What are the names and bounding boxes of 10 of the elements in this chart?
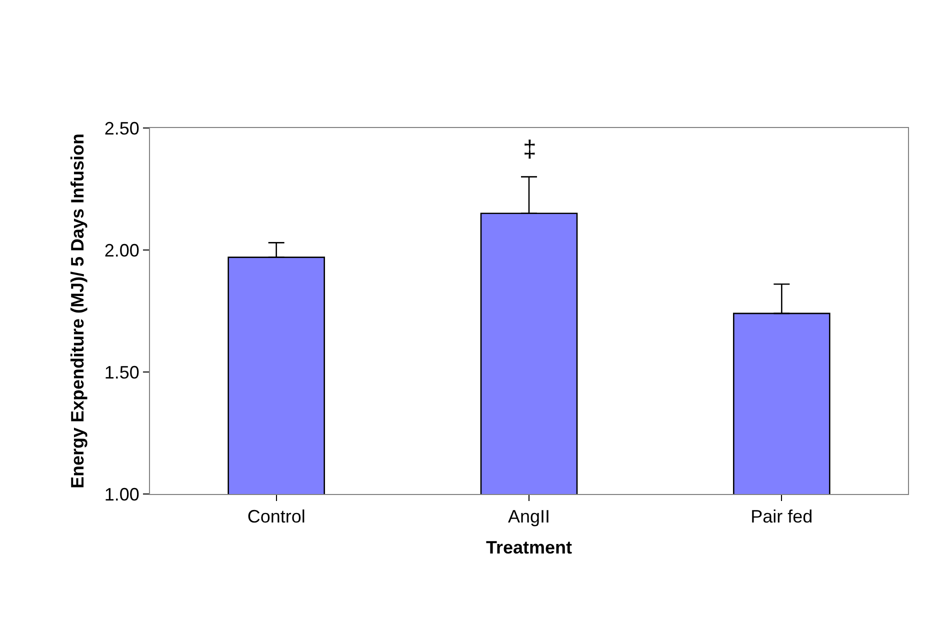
x-tick-label: Pair fed bbox=[750, 506, 813, 527]
x-tick-label: AngII bbox=[508, 506, 550, 527]
y-tick-label: 2.50 bbox=[104, 118, 140, 138]
annotation: ‡ bbox=[523, 136, 536, 163]
y-tick-label: 2.00 bbox=[104, 240, 140, 260]
x-tick-label: Control bbox=[247, 506, 306, 527]
y-tick-label: 1.50 bbox=[104, 362, 140, 382]
x-axis-title: Treatment bbox=[486, 538, 572, 558]
y-tick-label: 1.00 bbox=[104, 484, 140, 504]
y-axis-title: Energy Expenditure (MJ)/ 5 Days Infusion bbox=[68, 133, 88, 489]
